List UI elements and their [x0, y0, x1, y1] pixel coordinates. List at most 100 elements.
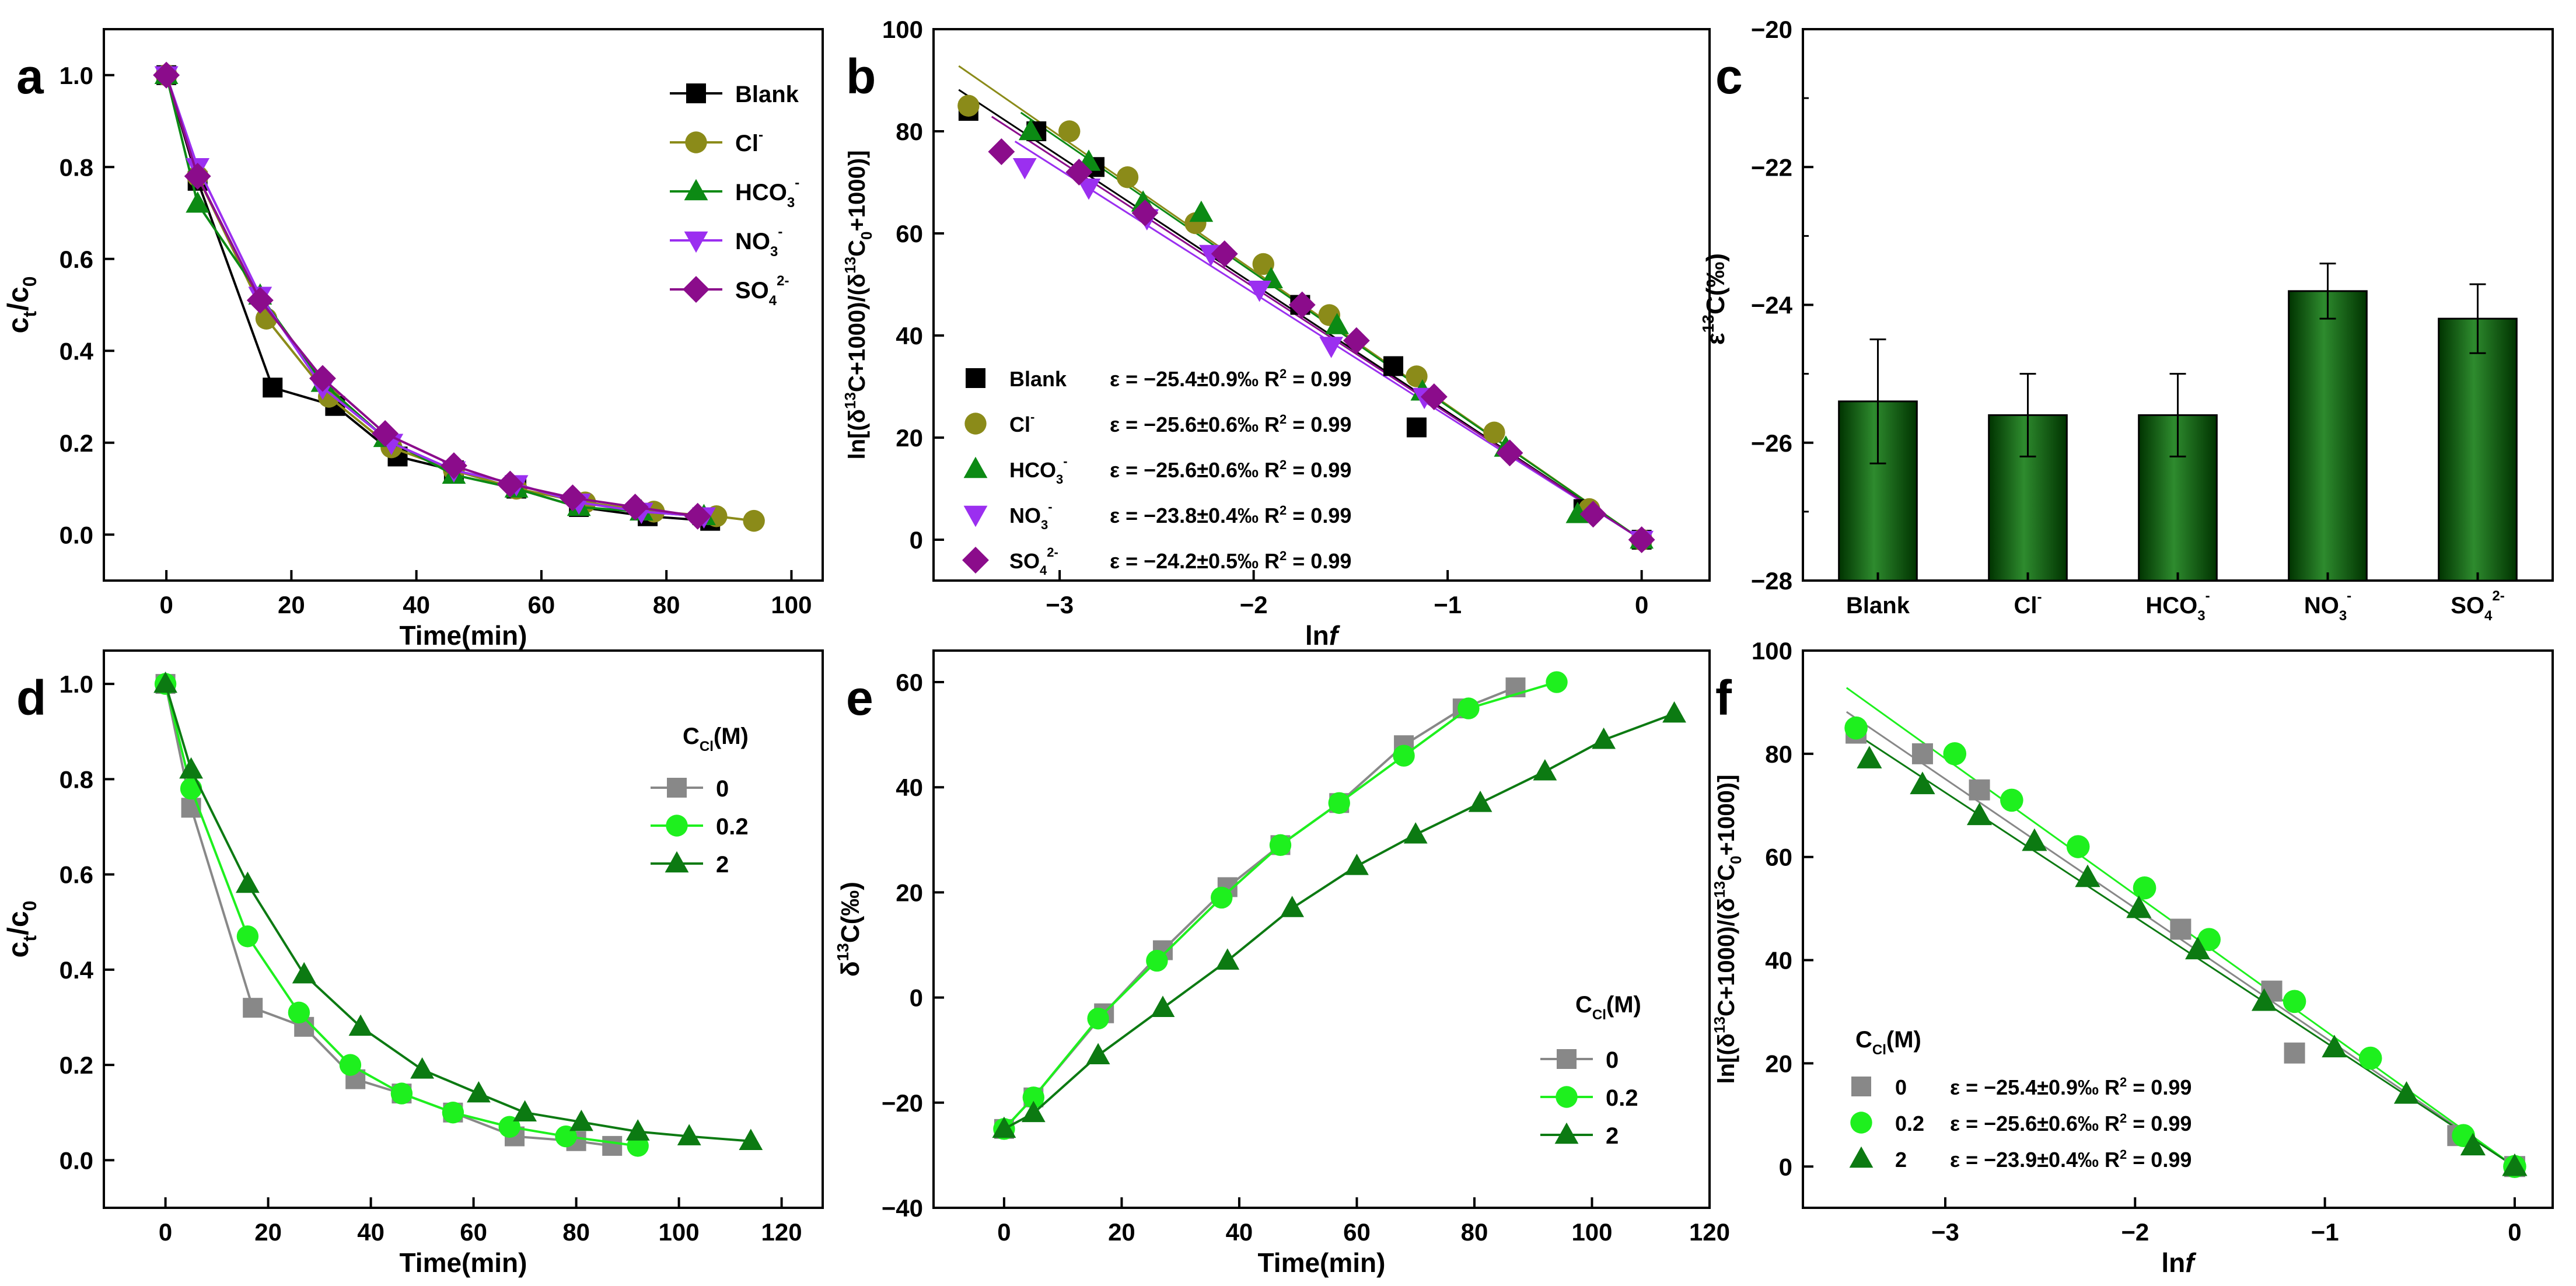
series-c2-point [292, 962, 316, 984]
legend-title: CCl(M) [1575, 992, 1641, 1023]
legend-label: 0 [716, 776, 729, 802]
panel-label: b [846, 49, 876, 104]
series-c02-point [1269, 834, 1292, 857]
legend-label: 0.2 [1895, 1112, 1924, 1135]
y-tick-label: 0.6 [60, 861, 93, 889]
point-c02 [2133, 876, 2156, 900]
y-tick-label: 0 [1779, 1153, 1792, 1180]
series-c2-point [992, 1116, 1016, 1138]
x-tick-label: 120 [761, 1218, 802, 1246]
x-tick-label: 40 [357, 1218, 385, 1246]
y-tick-label: 80 [896, 118, 923, 145]
x-tick-label-cl: Cl- [2014, 589, 2042, 618]
legend-marker [1556, 1086, 1578, 1108]
legend-marker-hco3 [684, 179, 708, 201]
point-hco3 [1325, 313, 1349, 334]
point-so4 [1579, 501, 1607, 528]
point-c0 [2170, 918, 2191, 940]
x-tick-label: −2 [2121, 1218, 2149, 1246]
bar-no3 [2288, 290, 2368, 582]
point-c0 [1911, 743, 1933, 764]
y-axis-label: ln[(δ13C+1000)/(δ13C0+1000)] [1711, 775, 1745, 1084]
legend-marker-so4 [962, 547, 989, 574]
series-c2-point [153, 671, 177, 693]
point-c02 [1844, 716, 1868, 740]
series-c2-point [625, 1119, 650, 1141]
panel-d: 0.00.20.40.60.81.00 20 40 60 80 100 120dTime(m… [2, 649, 824, 1278]
legend-marker [1849, 1146, 1874, 1168]
legend-equation: ε = −23.9±0.4‰ R2 = 0.99 [1950, 1147, 2191, 1172]
x-tick-label: 40 [1226, 1218, 1253, 1246]
legend-marker-no3 [684, 231, 708, 253]
x-tick-label: 20 [1108, 1218, 1135, 1246]
point-cl [1252, 253, 1274, 275]
series-c02-point [1146, 949, 1168, 972]
legend-marker-cl [685, 131, 707, 153]
point-c2 [1857, 746, 1882, 768]
y-tick-label: 0.0 [60, 1147, 93, 1174]
x-axis-label: Time(min) [400, 620, 527, 651]
x-tick-label: 100 [659, 1218, 700, 1246]
panel-a: 0.0 0.2 0.4 0.6 0.8 1.0 0 20 40 60 80 100 a Time(min)… [2, 28, 824, 651]
x-tick-label: 60 [1343, 1218, 1371, 1246]
point-so4 [1065, 159, 1093, 186]
x-tick-label: 60 [460, 1218, 487, 1246]
point-c02 [2000, 788, 2023, 812]
point-c2 [1910, 771, 1935, 795]
y-tick-label: 100 [882, 16, 923, 43]
y-tick-label: −20 [882, 1089, 923, 1117]
y-tick-label: 0.2 [60, 429, 93, 457]
fit-line-so4 [991, 116, 1642, 541]
series-c02-point [288, 1001, 310, 1024]
series-c2-point [1151, 995, 1175, 1017]
legend-marker [667, 778, 687, 798]
series-so4-point [497, 470, 524, 498]
legend-label: 2 [1606, 1123, 1619, 1149]
point-hco3 [1189, 200, 1214, 222]
series-c02-point [1211, 886, 1233, 909]
x-tick-label: 80 [562, 1218, 590, 1246]
series-c02-point [390, 1082, 413, 1105]
series-c0-line [1003, 686, 1516, 1130]
series-c02-point [1022, 1086, 1044, 1109]
legend-label: 2 [716, 852, 729, 878]
series-c2-point [1021, 1100, 1046, 1123]
point-c2 [2185, 936, 2211, 960]
plot-frame [103, 28, 824, 582]
series-c02-point [180, 778, 202, 800]
legend-label: 0.2 [716, 814, 749, 840]
y-tick-label: 60 [1765, 844, 1792, 871]
y-tick-label: 0.6 [60, 246, 93, 273]
series-so4-point [372, 420, 399, 447]
legend-equation: ε = −24.2±0.5‰ R2 = 0.99 [1110, 548, 1351, 573]
point-so4 [1343, 327, 1370, 354]
legend-label-cl: Cl- [735, 127, 763, 156]
series-c2-point [677, 1124, 701, 1145]
legend-label-blank: Blank [735, 82, 799, 107]
series-c2-line [1003, 712, 1675, 1130]
point-so4 [1420, 383, 1448, 410]
legend-marker-cl [964, 413, 987, 435]
x-tick-label: 100 [771, 591, 812, 618]
legend-marker [1554, 1122, 1579, 1144]
legend-label-hco3: HCO3- [1009, 454, 1068, 487]
series-c2-point [569, 1109, 593, 1131]
panel-b: 0 20 40 60 80 100 −3 −2 −1 0 b lnf ln[(δ13C+1000)/(δ… [841, 16, 1711, 651]
point-c02 [2197, 928, 2221, 951]
series-c02-point [236, 925, 259, 948]
series-cl-point [743, 509, 765, 532]
panel-label: e [846, 670, 873, 725]
legend-marker [1851, 1077, 1871, 1096]
series-so4-point [621, 494, 649, 520]
point-blank [1383, 356, 1404, 376]
y-tick-label: 0.0 [60, 521, 93, 548]
legend-label-no3: NO3- [735, 224, 782, 260]
x-axis-label: lnf [1305, 620, 1341, 651]
y-axis-label: ε13C(‰) [1699, 253, 1730, 345]
point-no3 [1076, 178, 1101, 200]
point-hco3 [1018, 118, 1043, 141]
x-tick-label: −3 [1046, 591, 1074, 618]
panel-label: d [16, 670, 46, 725]
point-so4 [1131, 200, 1159, 226]
